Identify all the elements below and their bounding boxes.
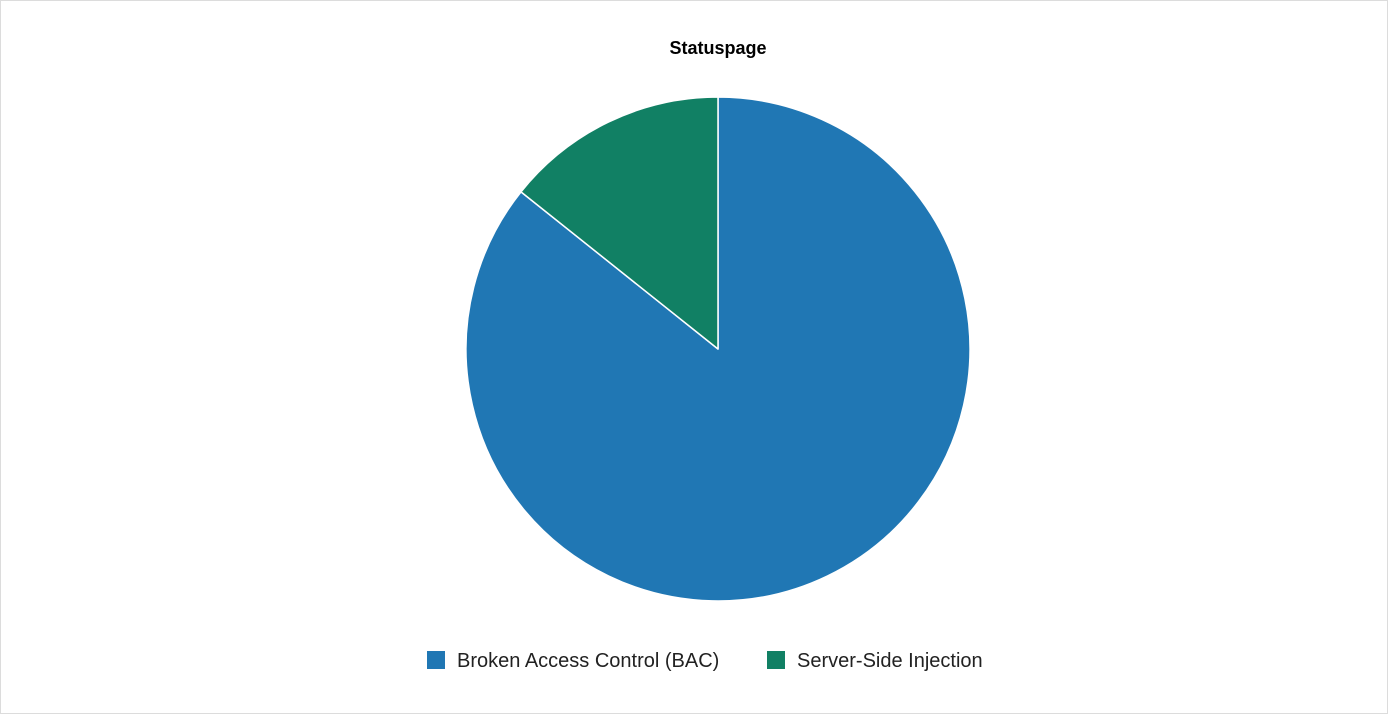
legend-label: Broken Access Control (BAC) bbox=[457, 650, 719, 672]
legend-swatch bbox=[427, 651, 445, 669]
chart-title: Statuspage bbox=[669, 38, 766, 58]
legend-item[interactable]: Broken Access Control (BAC) bbox=[427, 650, 719, 672]
legend-swatch bbox=[767, 651, 785, 669]
legend: Broken Access Control (BAC) Server-Side I… bbox=[427, 650, 983, 672]
legend-label: Server-Side Injection bbox=[797, 650, 983, 672]
legend-item[interactable]: Server-Side Injection bbox=[767, 650, 983, 672]
pie-slice-2 bbox=[520, 96, 719, 350]
pie-slices bbox=[465, 96, 971, 602]
